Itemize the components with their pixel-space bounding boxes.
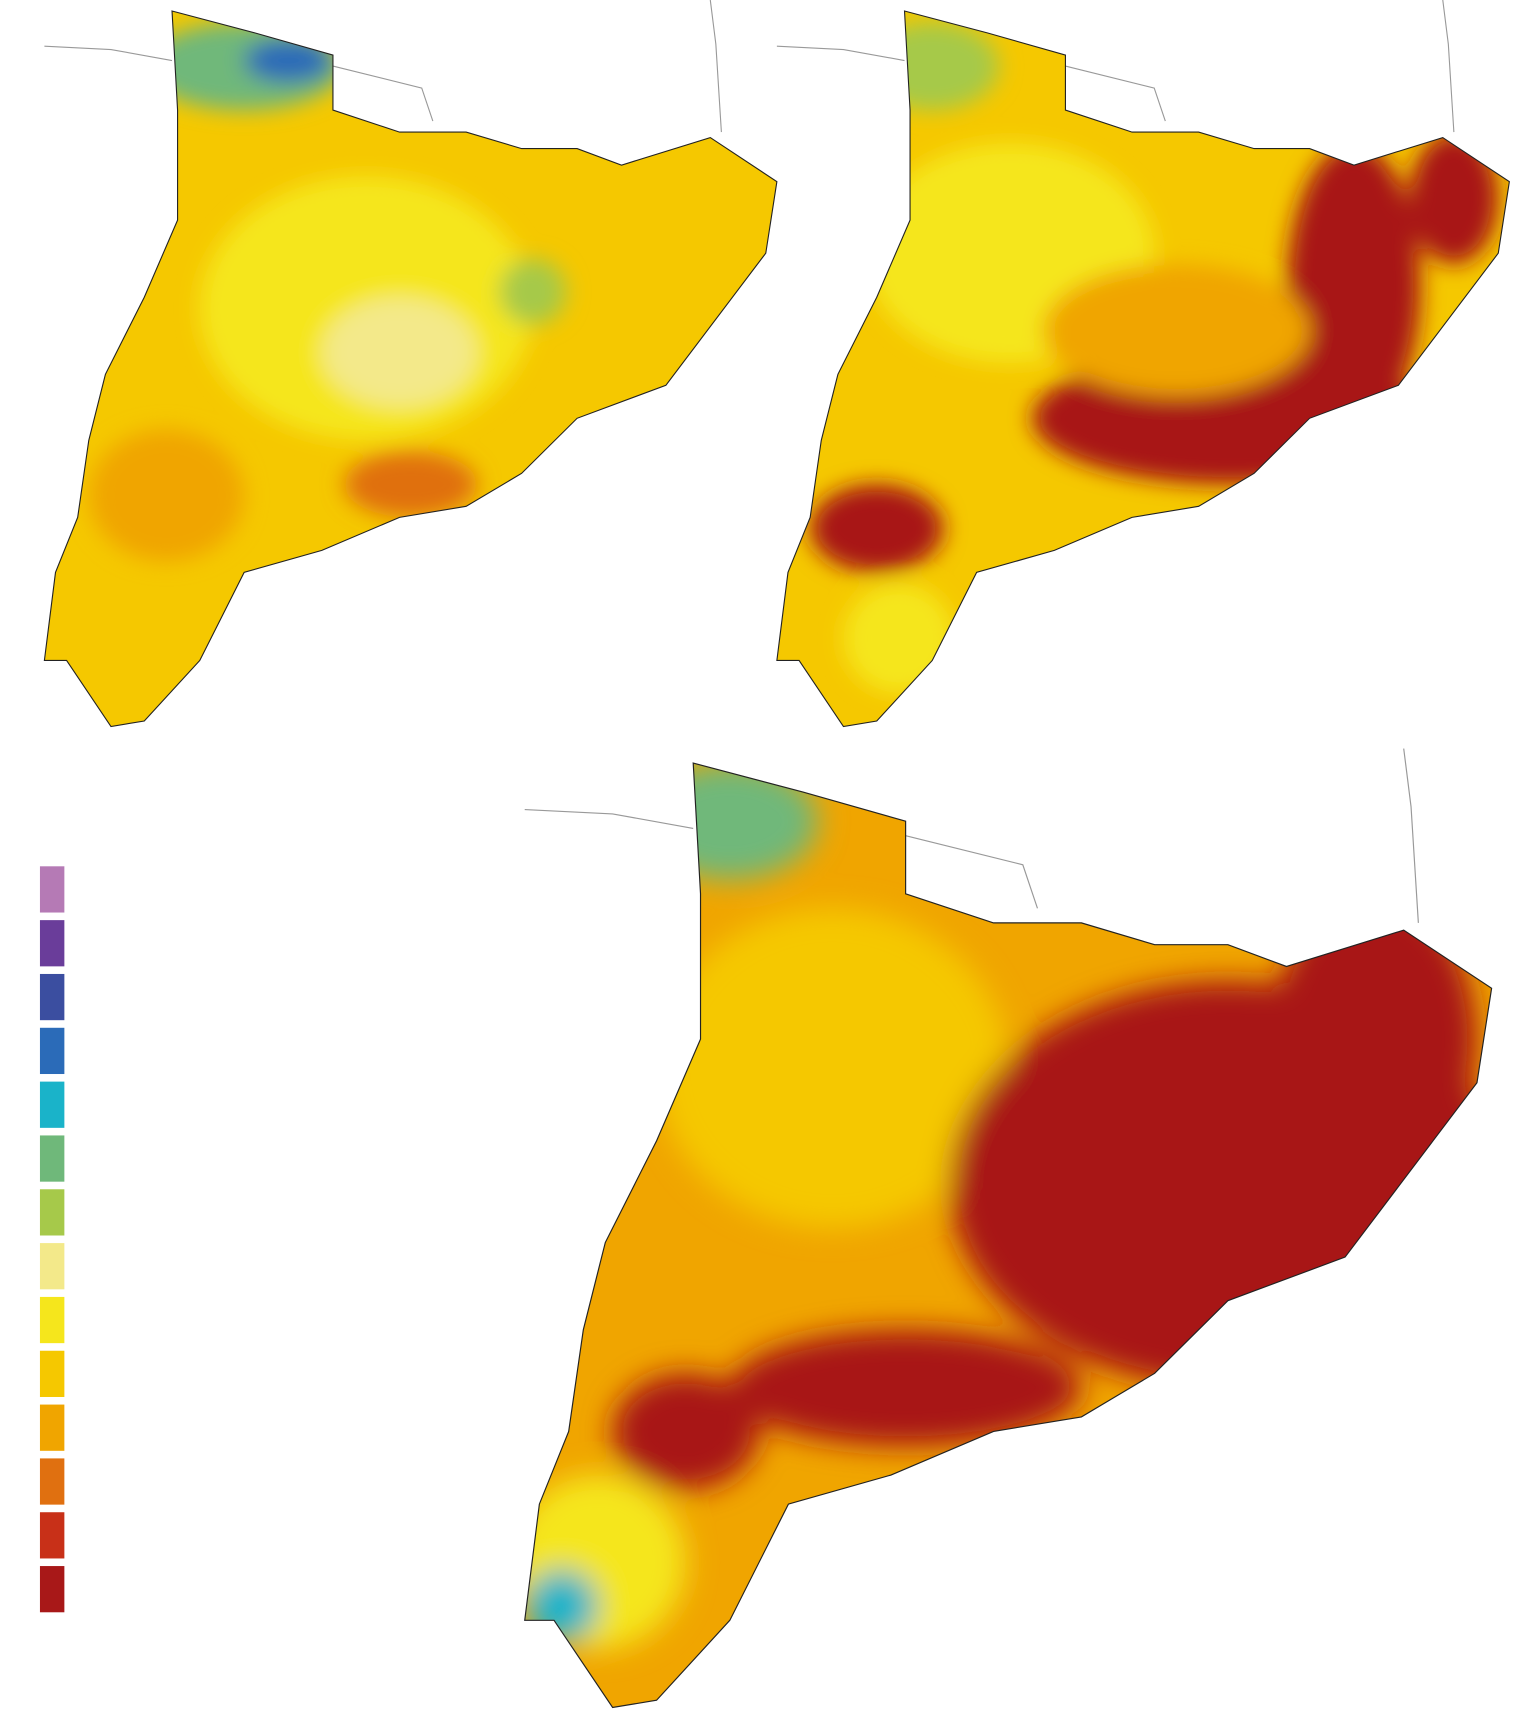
legend-swatch (39, 1566, 65, 1613)
legend-swatch (39, 1458, 65, 1505)
legend (39, 866, 65, 1613)
legend-swatch (39, 1027, 65, 1075)
legend-swatch (39, 1350, 65, 1397)
legend-swatch (39, 1081, 65, 1128)
map-3 (523, 748, 1493, 1709)
legend-swatch (39, 1243, 65, 1290)
legend-swatch (39, 1135, 65, 1182)
map-2 (776, 0, 1510, 728)
legend-swatch (39, 1296, 65, 1344)
legend-swatch (39, 920, 65, 967)
legend-swatch (39, 1404, 65, 1451)
legend-swatch (39, 1512, 65, 1559)
legend-swatch (39, 1189, 65, 1236)
map-1 (43, 0, 778, 728)
legend-swatch (39, 866, 65, 913)
legend-swatch (39, 973, 65, 1021)
